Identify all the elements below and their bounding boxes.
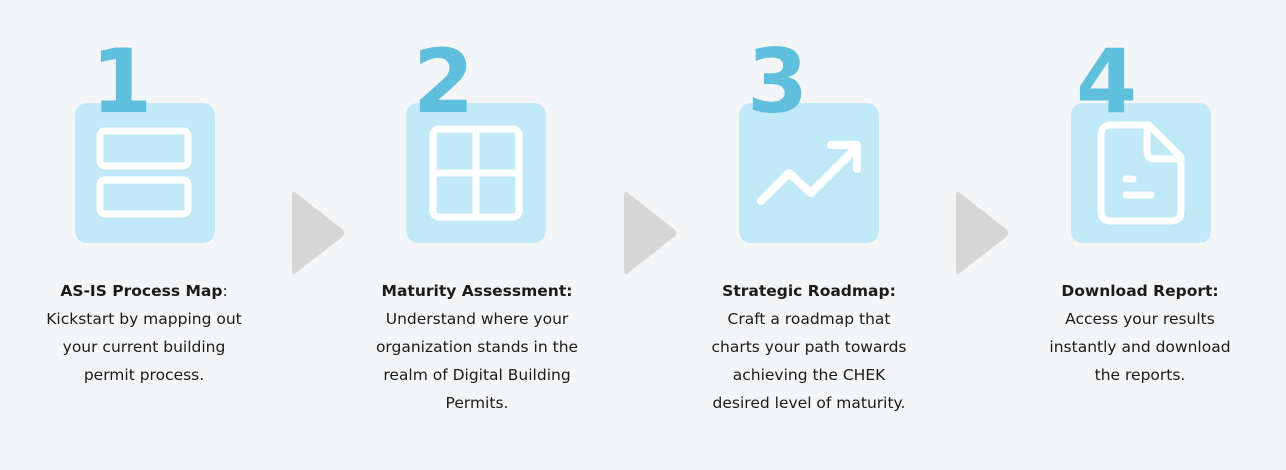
step-title: Strategic Roadmap: [722,282,896,300]
step-text: AS-IS Process Map: Kickstart by mapping … [14,277,274,389]
step-icon-tile [739,103,879,243]
step-number: 2 [413,30,475,133]
step-icon-tile [1071,103,1211,243]
step-text: Download Report: Access your results ins… [1010,277,1270,389]
step-icon-tile [75,103,215,243]
rows-layout-icon [96,127,192,218]
step-number: 1 [91,30,153,133]
chevron-right-icon [954,185,1010,281]
step-description: Kickstart by mapping out your current bu… [46,310,242,384]
step-description: Craft a roadmap that charts your path to… [711,310,907,412]
chevron-right-icon [290,185,346,281]
chevron-right-icon [622,185,678,281]
grid-icon [429,125,523,221]
step-title-suffix: : [222,282,228,300]
step-description: Understand where your organization stand… [375,310,579,412]
trend-up-icon [757,141,861,205]
document-icon [1097,121,1185,225]
step-description: Access your results instantly and downlo… [1049,310,1231,384]
step-text: Strategic Roadmap: Craft a roadmap that … [679,277,939,417]
step-text: Maturity Assessment: Understand where yo… [347,277,607,417]
step-number: 4 [1076,30,1138,133]
step-title: Maturity Assessment: [381,282,573,300]
step-number: 3 [747,30,809,133]
step-icon-tile [406,103,546,243]
step-title: AS-IS Process Map [60,282,223,300]
step-title: Download Report: [1061,282,1219,300]
